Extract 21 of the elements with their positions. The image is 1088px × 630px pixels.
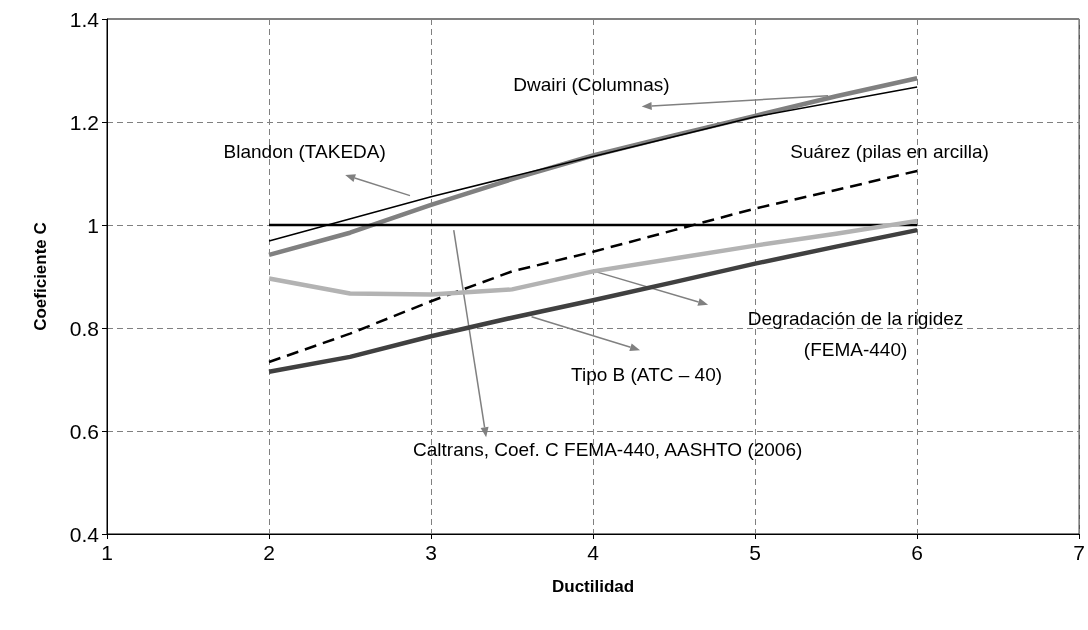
annotation: Blandon (TAKEDA) — [223, 141, 386, 163]
y-axis-title: Coeficiente C — [31, 222, 50, 331]
x-axis-title: Ductilidad — [551, 577, 635, 596]
annotation: Caltrans, Coef. C FEMA-440, AASHTO (2006) — [413, 438, 803, 460]
y-tick-label: 0.6 — [69, 419, 99, 443]
annotation: Degradación de la rigidez (FEMA-440) — [747, 307, 964, 360]
x-tick-label: 5 — [749, 541, 761, 564]
line-series — [266, 218, 920, 297]
annotation: Dwairi (Columnas) — [513, 74, 670, 96]
y-tick-label: 0.4 — [69, 522, 100, 546]
y-tick-label: 0.8 — [69, 316, 99, 340]
x-tick-label: 6 — [911, 541, 923, 564]
x-tick-label: 7 — [1073, 541, 1085, 564]
y-tick-label: 1.4 — [69, 7, 100, 31]
annotation: Tipo B (ATC – 40) — [571, 363, 723, 385]
annotation: Suárez (pilas en arcilla) — [790, 141, 989, 163]
x-tick-label: 4 — [587, 541, 600, 564]
y-tick-label: 1.2 — [69, 110, 99, 134]
x-tick-label: 2 — [263, 541, 275, 564]
x-tick-label: 3 — [425, 541, 437, 564]
y-tick-label: 1 — [87, 213, 99, 237]
